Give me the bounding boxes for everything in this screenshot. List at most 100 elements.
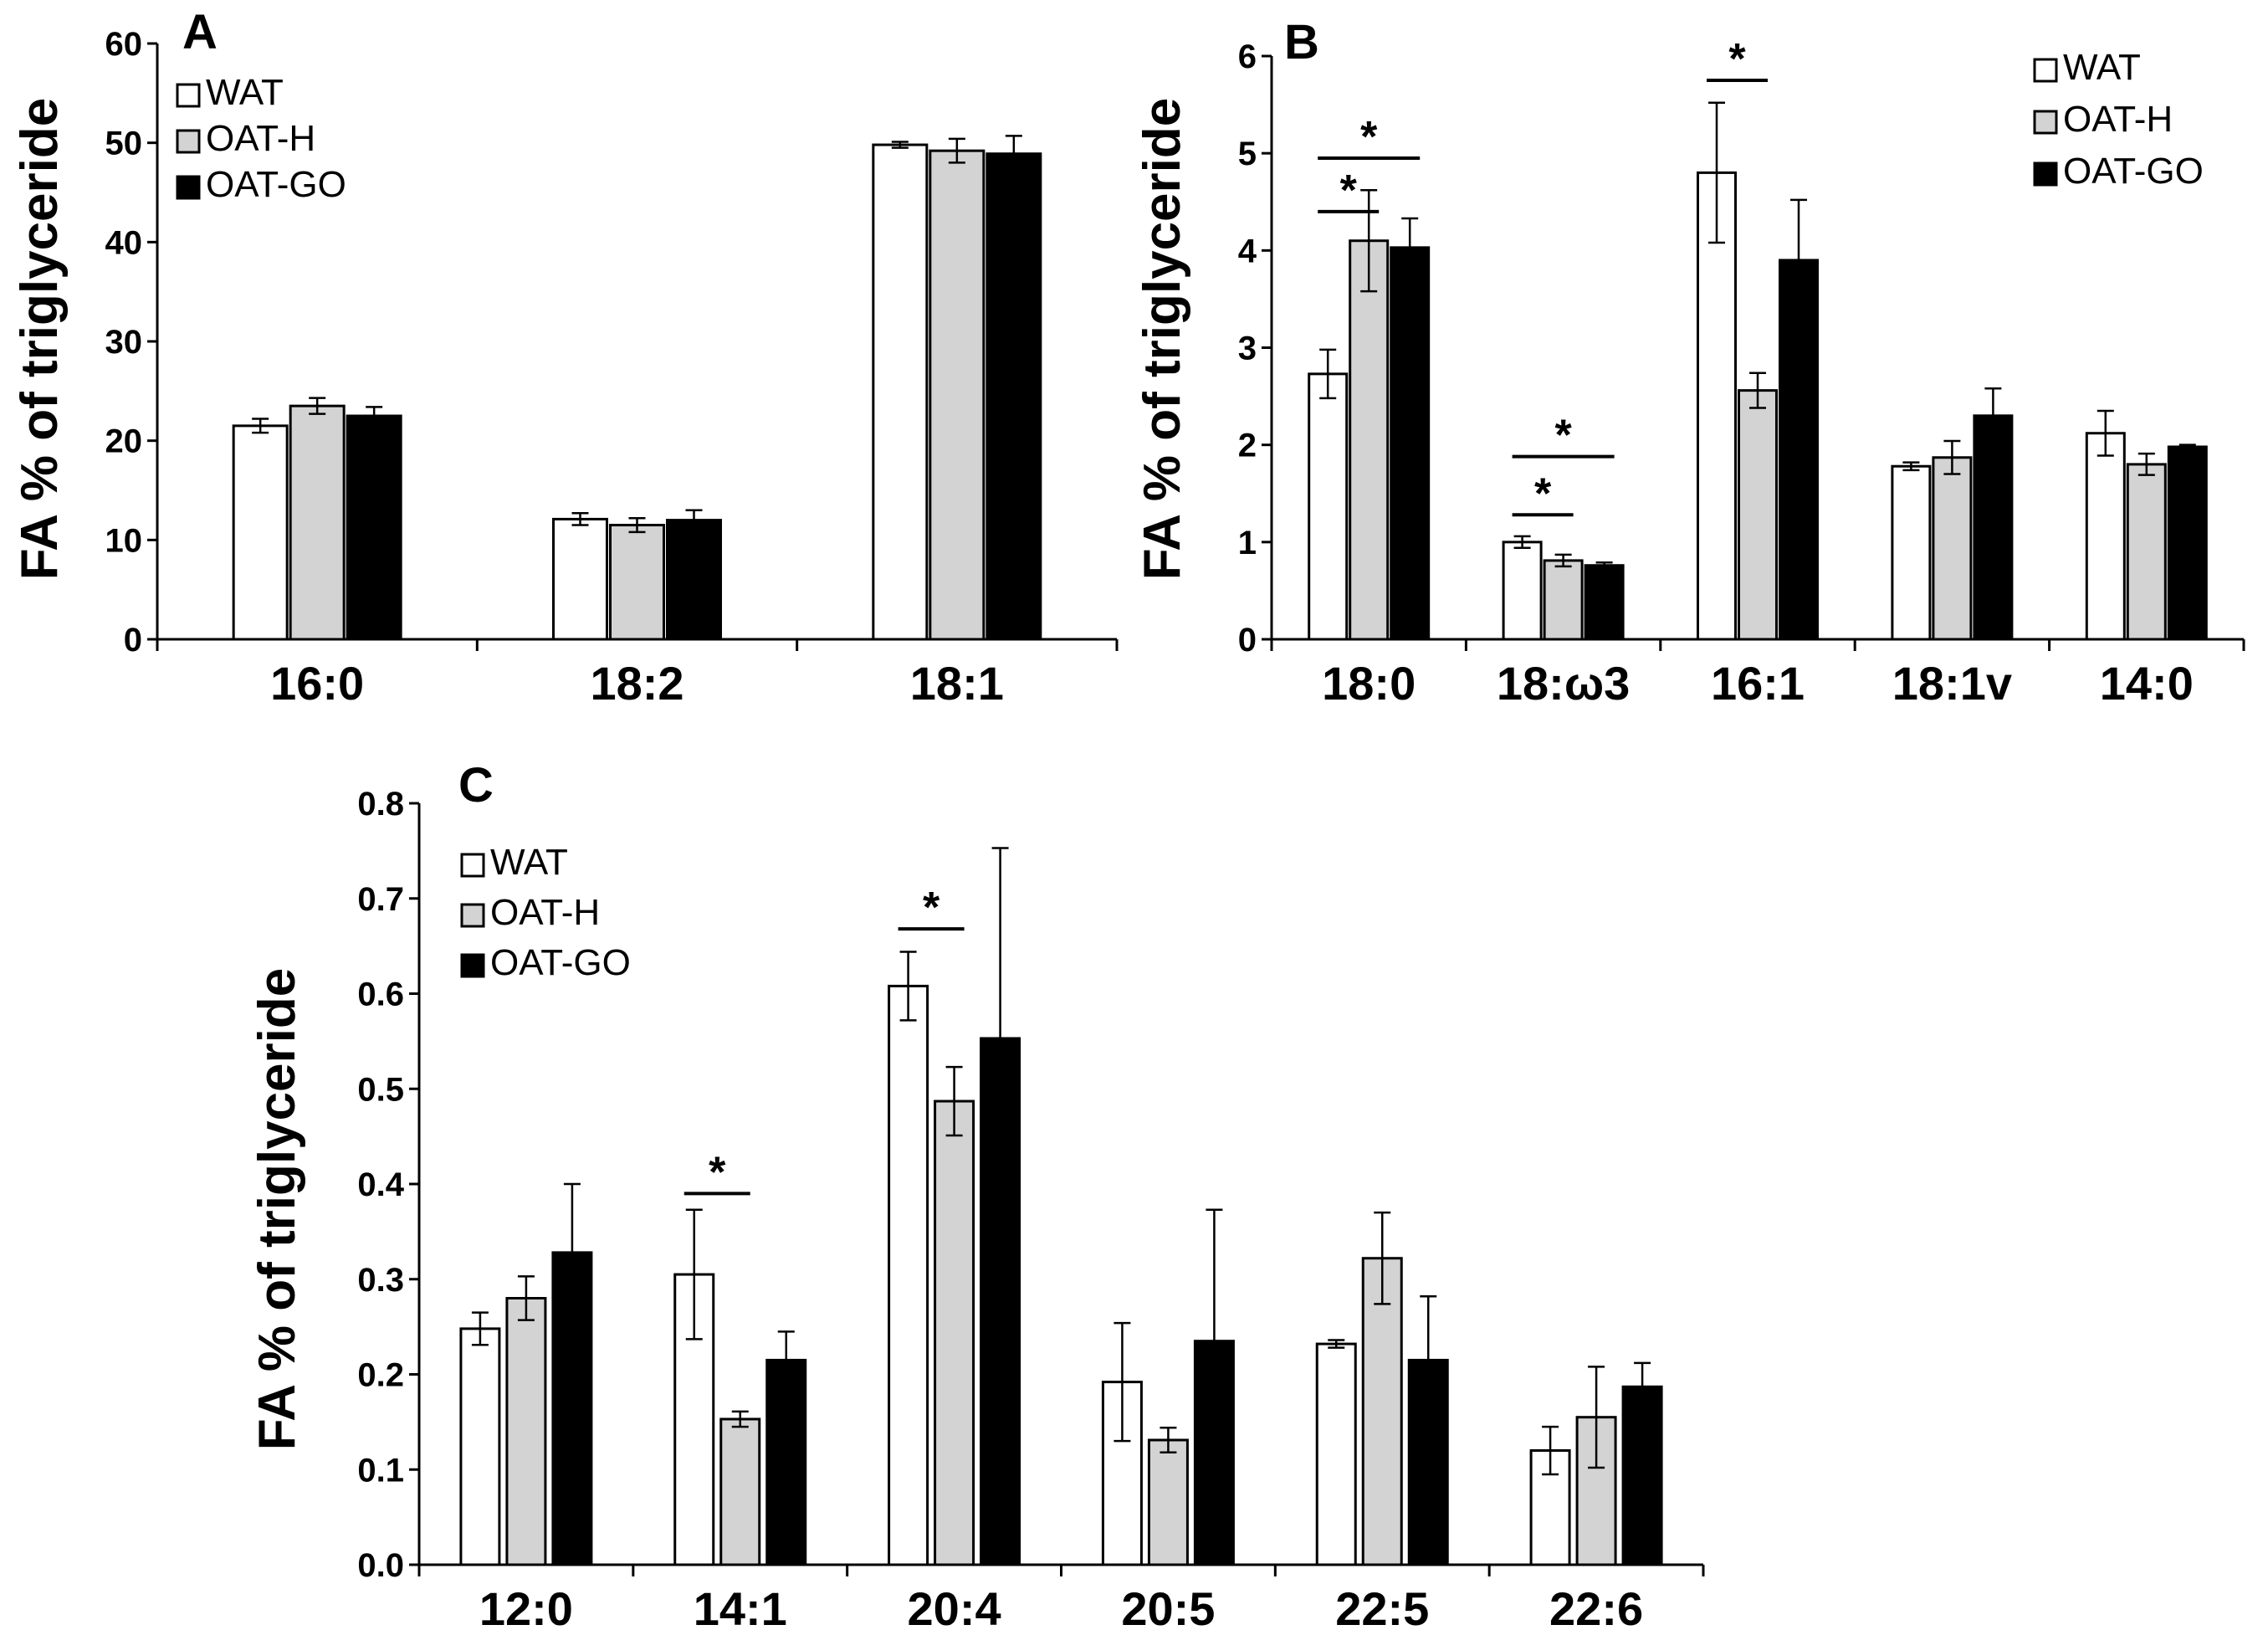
x-category-label: 18:1: [910, 657, 1004, 710]
panel-b-legend: WAT OAT-H OAT-GO: [2033, 47, 2204, 192]
bar-oat-h: [1932, 456, 1973, 641]
bar-wat: [2085, 432, 2126, 641]
legend-label: OAT-H: [206, 118, 315, 159]
y-tick-label: 10: [105, 522, 143, 559]
y-tick-label: 50: [105, 126, 143, 162]
bar-oat-go: [765, 1358, 807, 1566]
bar-wat: [459, 1327, 501, 1566]
panel-b-chart: B FA % of triglyceride 0 1 2 3 4 5 6 18:0 18:ω3 1…: [1134, 15, 2245, 710]
panel-c-chart: C FA % of triglyceride 0.00.10.20.30.40.…: [248, 758, 1705, 1630]
bar-oat-go: [1973, 414, 2014, 641]
bar-wat: [552, 517, 608, 641]
bar-oat-h: [934, 1099, 975, 1566]
bar-wat: [872, 143, 929, 641]
significance-asterisk: *: [1728, 35, 1746, 84]
x-category-label: 12:0: [479, 1582, 573, 1630]
x-category-label: 18:0: [1322, 657, 1416, 710]
bar-oat-h: [929, 149, 986, 641]
bar-oat-h: [719, 1417, 761, 1566]
y-tick-label: 30: [105, 324, 143, 361]
bar-oat-go: [986, 152, 1042, 641]
panel-b-ylabel: FA % of triglyceride: [1134, 98, 1191, 581]
legend-swatch-oat-go: [2033, 161, 2058, 187]
bar-wat: [1891, 464, 1932, 641]
bar-wat: [1308, 372, 1349, 641]
y-tick-label: 1: [1238, 525, 1257, 561]
bar-oat-go: [1621, 1385, 1663, 1566]
y-tick-label: 40: [105, 224, 143, 261]
legend-swatch-wat: [460, 853, 485, 878]
legend-label: WAT: [206, 72, 284, 113]
panel-a-legend: WAT OAT-H OAT-GO: [176, 72, 346, 205]
x-category-label: 16:1: [1711, 657, 1805, 710]
panel-a-ylabel: FA % of triglyceride: [11, 98, 69, 581]
significance-asterisk: *: [1360, 113, 1378, 161]
y-tick-label: 0.7: [357, 881, 404, 918]
bar-oat-h: [1361, 1257, 1403, 1566]
bar-wat: [888, 984, 929, 1566]
legend-label: OAT-H: [2063, 99, 2173, 140]
x-category-label: 22:6: [1549, 1582, 1643, 1630]
legend-swatch-oat-go: [176, 175, 201, 200]
legend-swatch-oat-h: [460, 903, 485, 928]
bar-oat-h: [2126, 463, 2167, 641]
panel-b-label: B: [1284, 15, 1319, 69]
x-category-label: 18:ω3: [1497, 657, 1630, 710]
significance-asterisk: *: [1340, 167, 1358, 215]
bar-oat-go: [666, 519, 722, 641]
bar-oat-go: [1390, 246, 1431, 641]
y-tick-label: 60: [105, 26, 143, 63]
legend-swatch-wat: [2033, 58, 2058, 83]
bar-oat-go: [1407, 1358, 1449, 1566]
legend-swatch-oat-h: [2033, 110, 2058, 135]
legend-label: OAT-H: [490, 892, 600, 933]
y-tick-label: 3: [1238, 331, 1257, 367]
y-tick-label: 6: [1238, 38, 1257, 75]
bar-oat-h: [1543, 559, 1584, 641]
legend-label: OAT-GO: [206, 164, 346, 205]
bar-oat-go: [2167, 445, 2208, 641]
significance-asterisk: *: [1534, 469, 1552, 518]
panel-a-plot: 0 10 20 30 40 50 60 16:0 18:2 18:1: [105, 26, 1119, 710]
bar-oat-go: [346, 414, 402, 641]
y-tick-label: 5: [1238, 136, 1257, 172]
significance-asterisk: *: [923, 884, 940, 932]
x-category-label: 18:1v: [1892, 657, 2012, 710]
y-tick-label: 0.5: [357, 1071, 404, 1108]
bar-wat: [1697, 171, 1737, 641]
legend-swatch-oat-go: [460, 953, 485, 978]
x-category-label: 20:4: [908, 1582, 1001, 1630]
y-tick-label: 2: [1238, 428, 1257, 464]
legend-label: OAT-GO: [2063, 151, 2204, 192]
significance-asterisk: *: [709, 1148, 726, 1197]
bar-wat: [232, 424, 289, 641]
bar-oat-h: [1147, 1438, 1189, 1566]
bar-oat-h: [289, 404, 346, 641]
bar-wat: [1315, 1342, 1357, 1566]
legend-swatch-wat: [176, 83, 201, 108]
panel-a-chart: A FA % of triglyceride 0 10 20 30 40 50 60 16:0…: [11, 5, 1119, 710]
bar-oat-h: [609, 524, 665, 641]
y-tick-label: 0.6: [357, 976, 404, 1013]
y-tick-label: 4: [1238, 233, 1257, 269]
bar-oat-h: [1738, 389, 1778, 641]
bar-oat-h: [1349, 239, 1390, 641]
legend-label: WAT: [2063, 47, 2141, 88]
bar-oat-go: [1779, 259, 1819, 641]
y-tick-label: 0.4: [357, 1166, 404, 1203]
x-category-label: 16:0: [270, 657, 364, 710]
x-category-label: 14:0: [2100, 657, 2194, 710]
y-tick-label: 0: [124, 622, 142, 659]
y-tick-label: 0.2: [357, 1357, 404, 1394]
panel-c-ylabel: FA % of triglyceride: [248, 968, 306, 1451]
panel-c-legend: WAT OAT-H OAT-GO: [460, 842, 631, 983]
y-tick-label: 0.0: [357, 1547, 404, 1584]
bar-oat-h: [505, 1297, 547, 1566]
panel-c-label: C: [458, 758, 494, 812]
legend-swatch-oat-h: [176, 129, 201, 154]
panel-c-plot: 0.0 0.1 0.2 0.3 0.4 0.5 0.6 0.7 0.8 12:0 14:1 20:4 2…: [357, 786, 1705, 1630]
x-category-label: 18:2: [590, 657, 683, 710]
panel-a-label: A: [182, 5, 218, 59]
